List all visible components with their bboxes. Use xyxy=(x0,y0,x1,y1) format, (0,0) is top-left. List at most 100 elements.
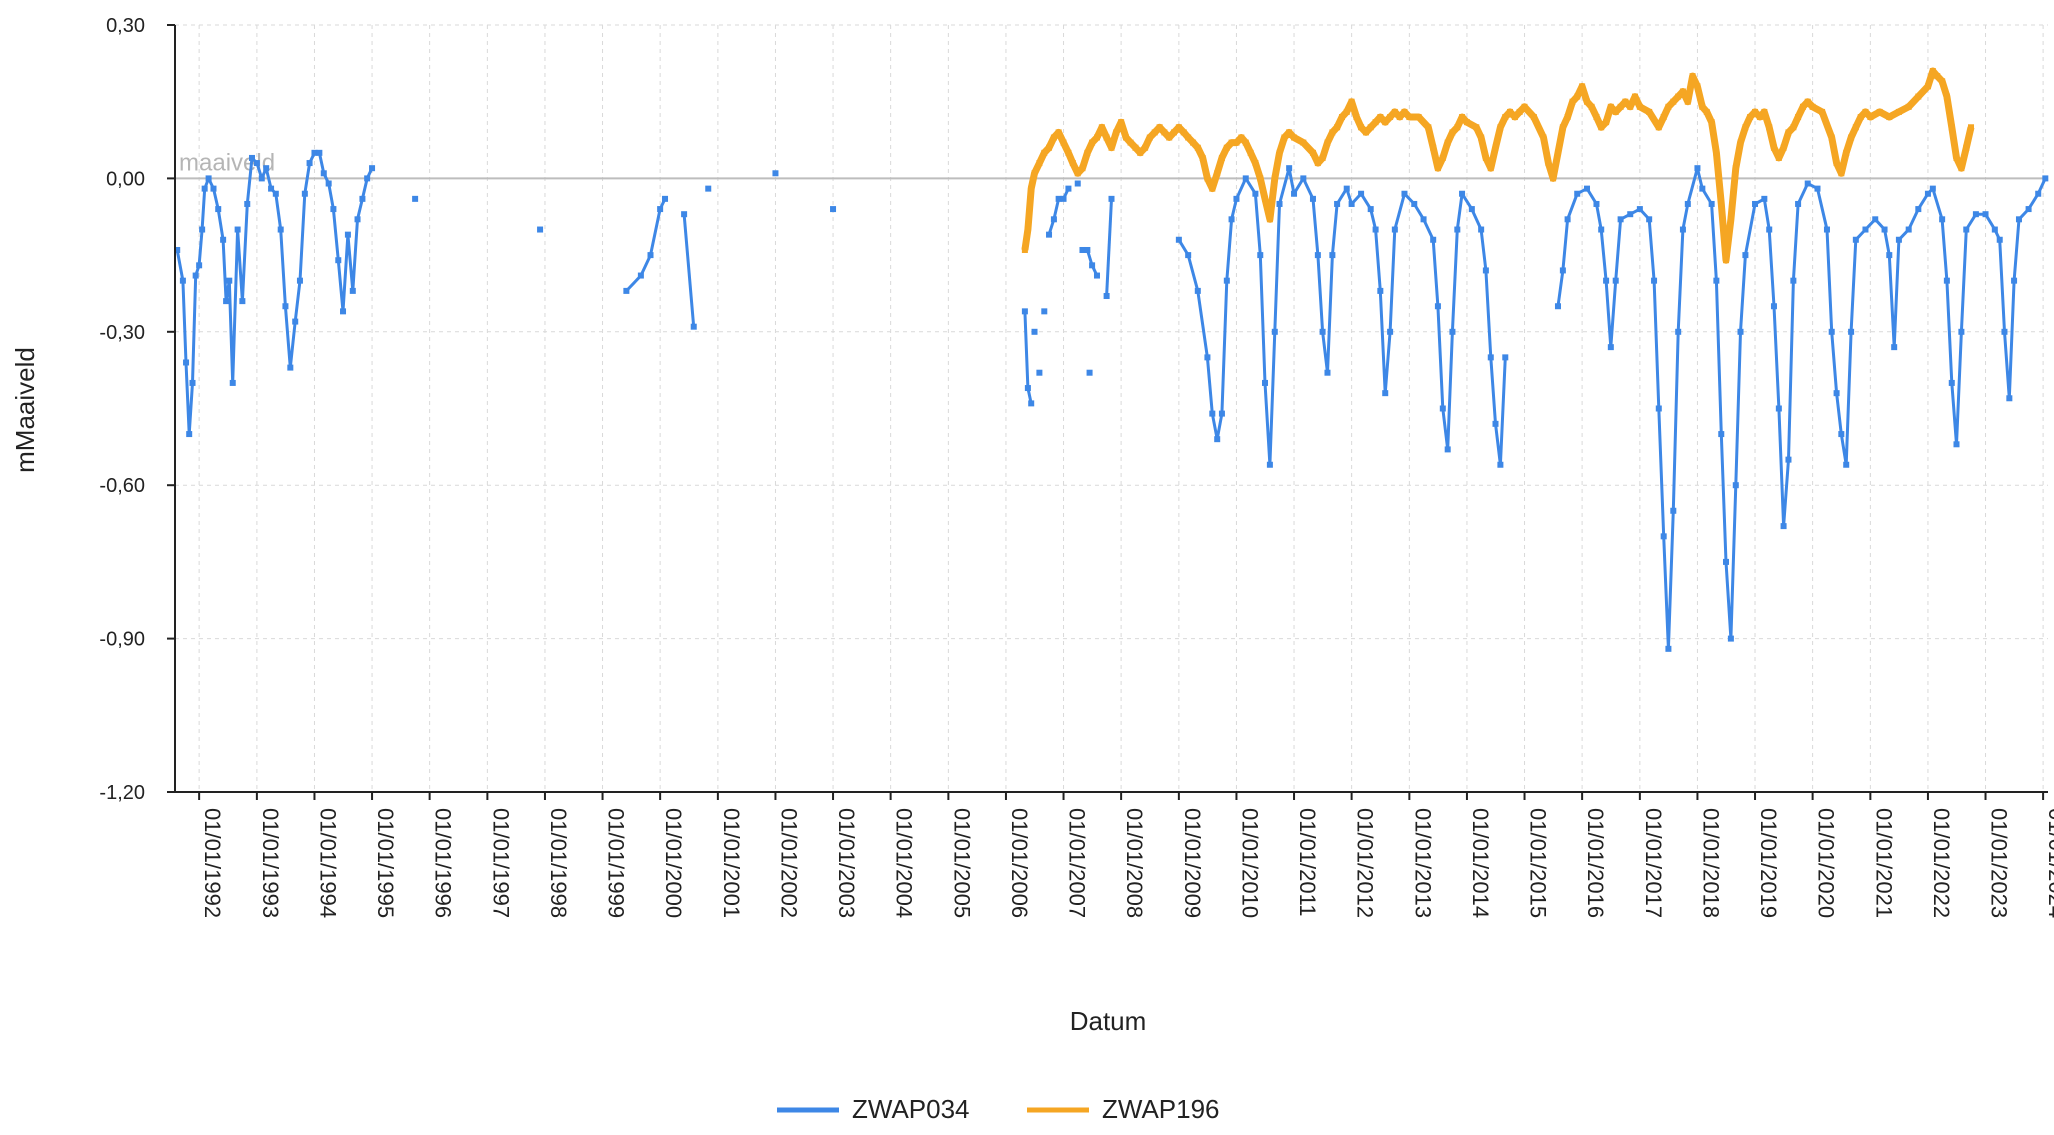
data-point xyxy=(2011,277,2018,284)
data-point xyxy=(1804,180,1811,187)
data-point xyxy=(1396,114,1403,121)
data-point xyxy=(1031,328,1038,335)
data-point xyxy=(1482,267,1489,274)
x-tick-label: 01/01/2012 xyxy=(1353,808,1378,918)
data-point xyxy=(174,246,181,253)
data-point xyxy=(1804,98,1811,105)
data-point xyxy=(364,175,371,182)
data-point xyxy=(1502,114,1509,121)
data-point xyxy=(1387,328,1394,335)
data-point xyxy=(1694,83,1701,90)
data-point xyxy=(1915,206,1922,213)
data-point xyxy=(199,226,206,233)
data-point xyxy=(1430,236,1437,243)
x-tick-label: 01/01/1999 xyxy=(604,808,629,918)
data-point xyxy=(1372,119,1379,126)
data-point xyxy=(1257,175,1264,182)
data-point xyxy=(1953,441,1960,448)
data-point xyxy=(1382,390,1389,397)
data-point xyxy=(647,252,654,259)
data-point xyxy=(1185,134,1192,141)
data-point xyxy=(1833,390,1840,397)
data-point xyxy=(1670,98,1677,105)
data-point xyxy=(1838,170,1845,177)
data-point xyxy=(1444,139,1451,146)
legend-item-ZWAP034[interactable]: ZWAP034 xyxy=(777,1094,970,1124)
data-point xyxy=(340,308,347,315)
data-point xyxy=(1588,103,1595,110)
data-point xyxy=(1319,328,1326,335)
data-point xyxy=(1953,154,1960,161)
data-point xyxy=(1780,523,1787,530)
data-point xyxy=(1756,114,1763,121)
data-point xyxy=(1939,216,1946,223)
data-point xyxy=(287,364,294,371)
data-point xyxy=(1084,149,1091,156)
data-point xyxy=(1905,103,1912,110)
legend[interactable]: ZWAP034 ZWAP196 xyxy=(777,1094,1220,1124)
x-tick-label: 01/01/1993 xyxy=(258,808,283,918)
data-point xyxy=(1795,200,1802,207)
data-point xyxy=(1252,190,1259,197)
data-point xyxy=(1300,175,1307,182)
data-point xyxy=(1593,114,1600,121)
data-point xyxy=(1204,175,1211,182)
data-point xyxy=(1089,139,1096,146)
data-point xyxy=(1540,134,1547,141)
data-point xyxy=(1948,379,1955,386)
x-tick-label: 01/01/1998 xyxy=(546,808,571,918)
data-point xyxy=(1607,344,1614,351)
legend-item-ZWAP196[interactable]: ZWAP196 xyxy=(1027,1094,1220,1124)
data-point xyxy=(1086,369,1093,376)
data-point xyxy=(1612,108,1619,115)
data-point xyxy=(1218,154,1225,161)
x-tick-label: 01/01/2013 xyxy=(1410,808,1435,918)
data-point xyxy=(1876,108,1883,115)
data-point xyxy=(2035,190,2042,197)
data-point xyxy=(1775,154,1782,161)
data-point xyxy=(263,165,270,172)
data-point xyxy=(1028,400,1035,407)
data-point xyxy=(1362,129,1369,136)
data-point xyxy=(1790,277,1797,284)
data-point xyxy=(1770,303,1777,310)
data-point xyxy=(1041,149,1048,156)
x-tick-label: 01/01/2015 xyxy=(1526,808,1551,918)
data-point xyxy=(277,226,284,233)
data-point xyxy=(1266,216,1273,223)
data-point xyxy=(1367,206,1374,213)
data-point xyxy=(1843,461,1850,468)
data-point xyxy=(1166,134,1173,141)
data-point xyxy=(1093,134,1100,141)
data-point xyxy=(1146,134,1153,141)
data-point xyxy=(1761,195,1768,202)
data-point xyxy=(330,206,337,213)
data-point xyxy=(657,206,664,213)
data-point xyxy=(1886,114,1893,121)
data-point xyxy=(1963,226,1970,233)
data-point xyxy=(1895,236,1902,243)
data-point xyxy=(1665,103,1672,110)
data-point xyxy=(359,195,366,202)
data-point xyxy=(1708,119,1715,126)
data-point xyxy=(272,190,279,197)
data-point xyxy=(1108,195,1115,202)
data-point xyxy=(1041,308,1048,315)
data-point xyxy=(1252,160,1259,167)
data-point xyxy=(1622,98,1629,105)
data-point xyxy=(1324,369,1331,376)
data-point xyxy=(537,226,544,233)
data-point xyxy=(1747,114,1754,121)
data-point xyxy=(1391,108,1398,115)
data-point xyxy=(1367,124,1374,131)
data-point xyxy=(1093,272,1100,279)
data-point xyxy=(2042,175,2049,182)
x-tick-label: 01/01/2016 xyxy=(1583,808,1608,918)
data-point xyxy=(1598,124,1605,131)
y-tick-label: -0,30 xyxy=(99,322,145,344)
data-point xyxy=(1209,185,1216,192)
data-point xyxy=(1459,190,1466,197)
data-point xyxy=(1478,226,1485,233)
data-point xyxy=(1785,456,1792,463)
data-point xyxy=(1459,114,1466,121)
